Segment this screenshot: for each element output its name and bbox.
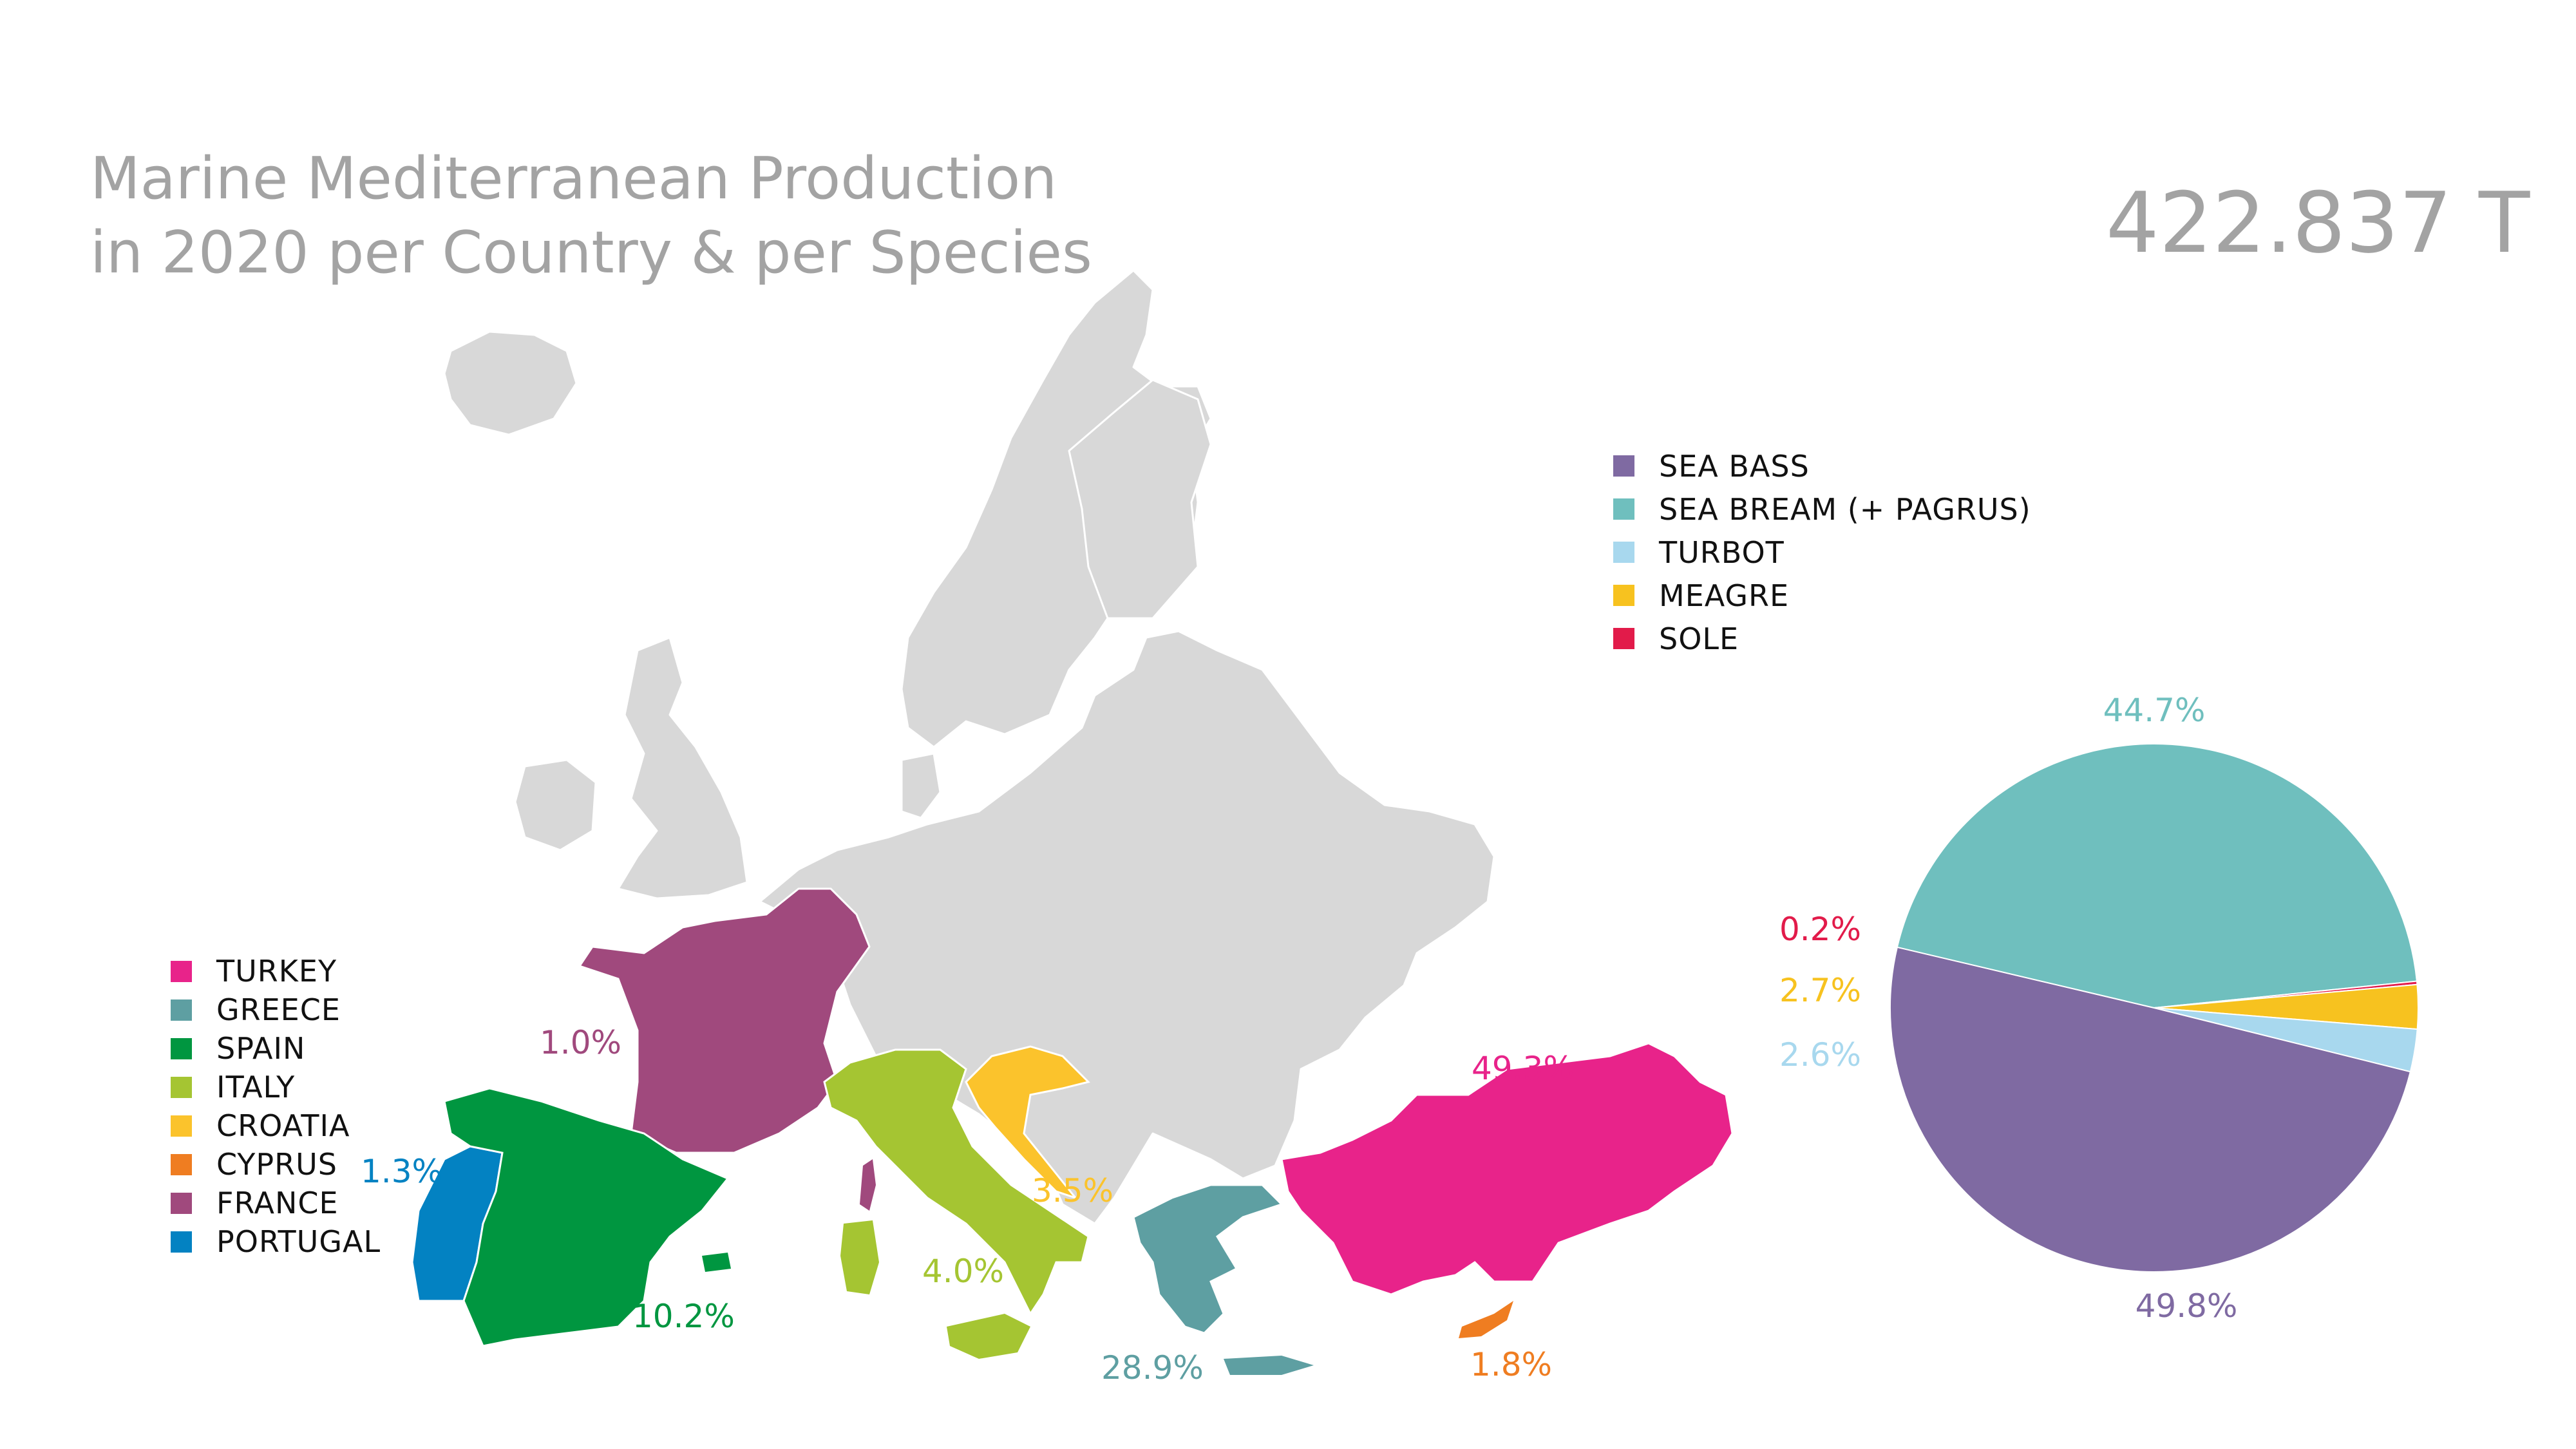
legend-swatch-portugal [171,1231,192,1253]
legend-item-meagre: MEAGRE [1613,574,2031,617]
balearic-shape [702,1253,731,1272]
great-britain-shape [617,636,748,900]
legend-label-sea-bass: SEA BASS [1659,448,1810,484]
legend-swatch-france [171,1192,192,1214]
legend-swatch-turkey [171,960,192,982]
label-greece-pct: 28.9% [1101,1349,1204,1387]
label-france-pct: 1.0% [540,1024,622,1061]
italy-shape [823,1048,1090,1316]
sicily-shape [947,1314,1030,1359]
legend-swatch-cyprus [171,1153,192,1175]
legend-item-greece: GREECE [171,990,381,1029]
pie-slice-sea-bream-pagrus [1896,743,2418,1009]
legend-item-sea-bass: SEA BASS [1613,444,2031,488]
legend-item-sea-bream: SEA BREAM (+ PAGRUS) [1613,488,2031,531]
pie-slice-turbot [2154,1007,2418,1073]
legend-item-spain: SPAIN [171,1029,381,1068]
legend-swatch-croatia [171,1115,192,1137]
pie-slice-sea-bass [1889,946,2412,1273]
cyprus-shape [1459,1301,1513,1338]
label-croatia-pct: 3.5% [1032,1172,1114,1209]
finland-shape [1068,379,1212,620]
species-legend: SEA BASS SEA BREAM (+ PAGRUS) TURBOT MEA… [1613,444,2031,660]
pie-label-turbot: 2.6% [1779,1036,1861,1074]
label-turkey-pct: 49.3% [1472,1050,1574,1087]
iceland-shape [443,330,578,436]
legend-label-cyprus: CYPRUS [216,1147,337,1182]
label-italy-pct: 4.0% [922,1253,1005,1290]
legend-label-sole: SOLE [1659,621,1739,656]
france-shape [578,887,871,1154]
title-line-1: Marine Mediterranean Production [90,145,1057,213]
pie-label-sole: 0.2% [1779,911,1861,948]
legend-swatch-sea-bream [1613,498,1634,520]
legend-swatch-meagre [1613,585,1634,606]
legend-label-portugal: PORTUGAL [216,1224,381,1259]
legend-label-italy: ITALY [216,1070,296,1104]
legend-swatch-turbot [1613,542,1634,563]
legend-swatch-sea-bass [1613,455,1634,477]
legend-item-sole: SOLE [1613,617,2031,660]
country-legend: TURKEY GREECE SPAIN ITALY CROATIA CYPRUS… [171,952,381,1261]
legend-swatch-sole [1613,628,1634,649]
greece-shape [1132,1184,1283,1334]
legend-label-france: FRANCE [216,1186,339,1220]
legend-item-cyprus: CYPRUS [171,1145,381,1184]
legend-label-greece: GREECE [216,992,341,1027]
label-cyprus-pct: 1.8% [1470,1346,1553,1383]
legend-item-italy: ITALY [171,1068,381,1106]
pie-label-sea-bass: 49.8% [2136,1287,2238,1325]
legend-item-croatia: CROATIA [171,1106,381,1145]
legend-label-spain: SPAIN [216,1031,306,1066]
total-production: 422.837 T [2106,174,2530,272]
spain-shape [443,1087,730,1347]
denmark-shape [900,752,942,819]
legend-label-meagre: MEAGRE [1659,578,1790,613]
title-line-2: in 2020 per Country & per Species [90,219,1092,287]
corsica-shape [860,1159,876,1211]
legend-label-turbot: TURBOT [1659,535,1785,570]
legend-item-turbot: TURBOT [1613,531,2031,574]
pie-label-meagre: 2.7% [1779,972,1861,1009]
legend-item-portugal: PORTUGAL [171,1222,381,1261]
ireland-shape [514,759,597,851]
legend-item-turkey: TURKEY [171,952,381,990]
legend-label-croatia: CROATIA [216,1108,350,1143]
pie-label-sea-bream-pagrus: 44.7% [2103,692,2206,729]
legend-label-turkey: TURKEY [216,954,337,989]
legend-swatch-spain [171,1037,192,1059]
legend-label-sea-bream: SEA BREAM (+ PAGRUS) [1659,491,2031,527]
label-portugal-pct: 1.3% [361,1153,443,1190]
croatia-shape [965,1045,1090,1200]
sardinia-shape [840,1220,879,1294]
chart-title: Marine Mediterranean Production in 2020 … [90,142,1092,290]
label-spain-pct: 10.2% [632,1298,735,1335]
legend-swatch-italy [171,1076,192,1098]
legend-item-france: FRANCE [171,1184,381,1222]
legend-swatch-greece [171,999,192,1021]
turkey-shape [1280,1042,1734,1296]
crete-shape [1224,1356,1314,1375]
